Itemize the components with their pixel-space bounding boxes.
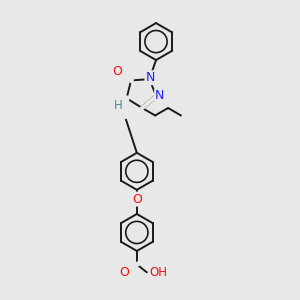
Text: N: N: [155, 89, 164, 102]
Text: O: O: [112, 65, 122, 78]
Text: O: O: [119, 266, 129, 279]
Text: H: H: [114, 99, 123, 112]
Text: N: N: [146, 71, 155, 84]
Text: O: O: [132, 193, 142, 206]
Text: OH: OH: [150, 266, 168, 279]
